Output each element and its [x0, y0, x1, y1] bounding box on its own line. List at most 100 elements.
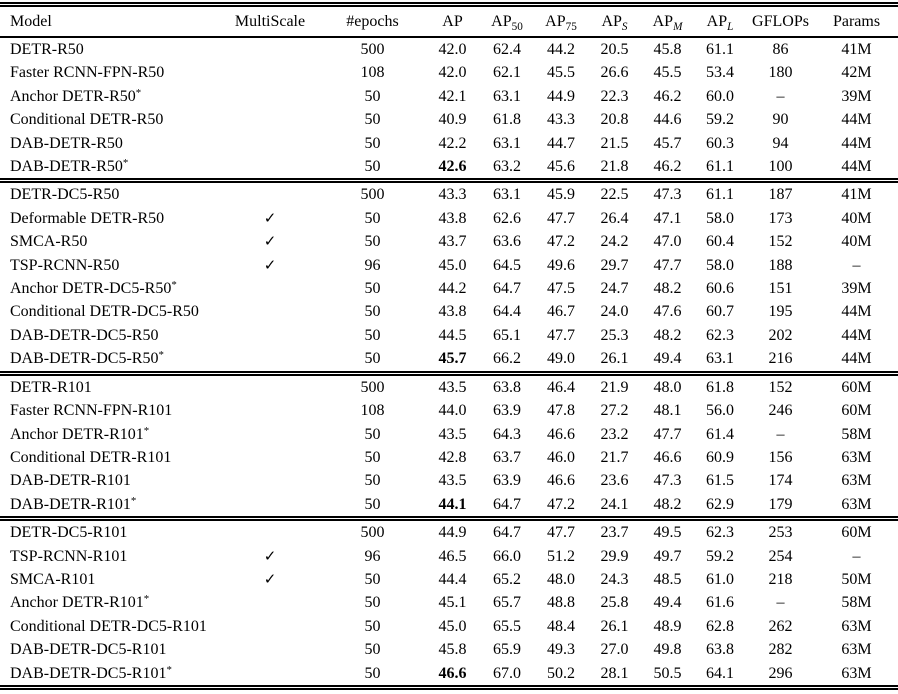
ap75-cell: 51.2 — [547, 547, 575, 565]
ap-cell: 43.3 — [425, 178, 480, 207]
ap50-cell: 64.7 — [480, 516, 534, 545]
apm-cell: 47.3 — [653, 472, 682, 490]
aps-cell: 29.9 — [600, 547, 629, 565]
gflops-cell: 253 — [746, 516, 815, 545]
gflops-cell: 100 — [768, 158, 793, 176]
epochs-cell: 50 — [364, 664, 381, 682]
apl-cell: 63.8 — [706, 641, 734, 659]
aps-cell: 24.7 — [600, 280, 629, 298]
epochs-cell: 500 — [320, 516, 425, 545]
ap-cell: 46.6 — [438, 664, 467, 682]
apl-cell: 58.0 — [706, 209, 734, 227]
header-row: Model MultiScale #epochs AP AP50 AP75 AP… — [0, 4, 898, 38]
params-cell: 42M — [841, 64, 872, 82]
multiscale-cell — [220, 300, 320, 323]
params-cell: 50M — [841, 570, 872, 588]
ap75-cell: 48.4 — [547, 617, 575, 635]
ap-cell: 40.9 — [438, 111, 467, 129]
apm-cell: 48.5 — [653, 570, 682, 588]
apm-cell: 45.7 — [653, 134, 682, 152]
params-cell: 41M — [841, 41, 872, 58]
epochs-cell: 50 — [364, 111, 381, 129]
table-row: DAB-DETR-DC5-R101 50 45.8 65.9 49.3 27.0 49.8 6… — [0, 638, 898, 661]
apl-cell: 60.6 — [706, 280, 734, 298]
table-row: Conditional DETR-R50 50 40.9 61.8 43.3 20.8 44… — [0, 108, 898, 131]
ap75-cell: 45.5 — [547, 64, 575, 82]
ap75-cell: 44.7 — [547, 134, 575, 152]
star-superscript: * — [143, 593, 150, 606]
params-cell: 44M — [841, 158, 872, 176]
ap75-cell: 46.6 — [547, 425, 575, 443]
gflops-cell: 90 — [772, 111, 789, 129]
ap75-cell: 46.6 — [547, 472, 575, 490]
ap50-cell: 63.1 — [493, 87, 521, 105]
table-row: SMCA-R50 ✓ 50 43.7 63.6 47.2 24.2 47.0 60.4 152 40… — [0, 230, 898, 253]
gflops-cell: 262 — [768, 617, 793, 635]
star-superscript: * — [143, 424, 150, 437]
apm-cell: 47.0 — [653, 233, 682, 251]
apm-cell: 47.3 — [641, 178, 694, 207]
ap-cell: 45.8 — [438, 641, 467, 659]
ap75-cell: 47.2 — [547, 495, 575, 513]
apl-cell: 59.2 — [706, 547, 734, 565]
ap50-cell: 65.9 — [493, 641, 521, 659]
ap-cell: 44.0 — [438, 402, 467, 420]
epochs-cell: 50 — [364, 209, 381, 227]
gflops-cell: 254 — [768, 547, 793, 565]
model-name-cell: Conditional DETR-R101 — [10, 448, 172, 466]
model-name-cell: Conditional DETR-R50 — [10, 111, 164, 129]
apl-cell: 64.1 — [706, 664, 734, 682]
aps-cell: 26.1 — [600, 350, 629, 368]
params-cell: – — [852, 256, 861, 274]
table-row: Deformable DETR-R50 ✓ 50 43.8 62.6 47.7 26.4 47… — [0, 207, 898, 230]
gflops-cell: 94 — [772, 134, 789, 152]
ap50-cell: 62.4 — [493, 41, 521, 58]
apl-cell: 62.9 — [706, 495, 734, 513]
multiscale-cell — [220, 155, 320, 181]
model-name-cell: DETR-DC5-R50 — [0, 178, 220, 207]
col-header-apm: APM — [641, 4, 694, 38]
aps-subscript: S — [621, 21, 628, 34]
epochs-cell: 96 — [364, 547, 381, 565]
params-cell: 63M — [841, 495, 872, 513]
multiscale-cell — [220, 277, 320, 300]
aps-cell: 24.3 — [600, 570, 629, 588]
multiscale-cell — [220, 516, 320, 545]
ap-cell: 45.7 — [438, 350, 467, 368]
model-name-cell: Faster RCNN-FPN-R101 — [10, 402, 173, 420]
aps-cell: 22.5 — [588, 178, 641, 207]
apm-cell: 47.7 — [653, 425, 682, 443]
star-superscript: * — [135, 86, 142, 99]
multiscale-cell — [220, 85, 320, 108]
multiscale-cell — [220, 370, 320, 400]
aps-cell: 25.8 — [600, 594, 629, 612]
aps-cell: 21.5 — [600, 134, 629, 152]
col-header-epochs: #epochs — [320, 4, 425, 38]
ap75-cell: 49.0 — [547, 350, 575, 368]
aps-cell: 27.2 — [600, 402, 629, 420]
apm-cell: 47.6 — [653, 303, 682, 321]
model-name-cell: DAB-DETR-DC5-R50* — [10, 349, 164, 368]
model-name-cell: Faster RCNN-FPN-R50 — [10, 64, 165, 82]
apl-cell: 60.0 — [706, 87, 734, 105]
params-cell: 63M — [841, 664, 872, 682]
table-row: Conditional DETR-DC5-R50 50 43.8 64.4 46.7 24… — [0, 300, 898, 323]
gflops-cell: 202 — [768, 326, 793, 344]
table-row: DETR-DC5-R101 500 44.9 64.7 47.7 23.7 49.5 62.3… — [0, 516, 898, 545]
apl-cell: 61.0 — [706, 570, 734, 588]
multiscale-cell: ✓ — [220, 207, 320, 230]
epochs-cell: 50 — [364, 326, 381, 344]
table-body: DETR-R50 500 42.0 62.4 44.2 20.5 45.8 61.1 86 41M… — [0, 37, 898, 687]
apm-cell: 49.4 — [653, 594, 682, 612]
epochs-cell: 50 — [364, 87, 381, 105]
model-name-cell: Anchor DETR-R50* — [10, 86, 142, 105]
ap75-cell: 47.5 — [547, 280, 575, 298]
ap50-cell: 65.2 — [493, 570, 521, 588]
gflops-cell: – — [776, 425, 785, 443]
multiscale-cell: ✓ — [220, 568, 320, 591]
ap75-cell: 44.2 — [547, 41, 575, 58]
params-cell: 44M — [841, 350, 872, 368]
model-name-cell: Anchor DETR-R101* — [10, 593, 150, 612]
epochs-cell: 108 — [360, 402, 385, 420]
params-cell: – — [852, 547, 861, 565]
